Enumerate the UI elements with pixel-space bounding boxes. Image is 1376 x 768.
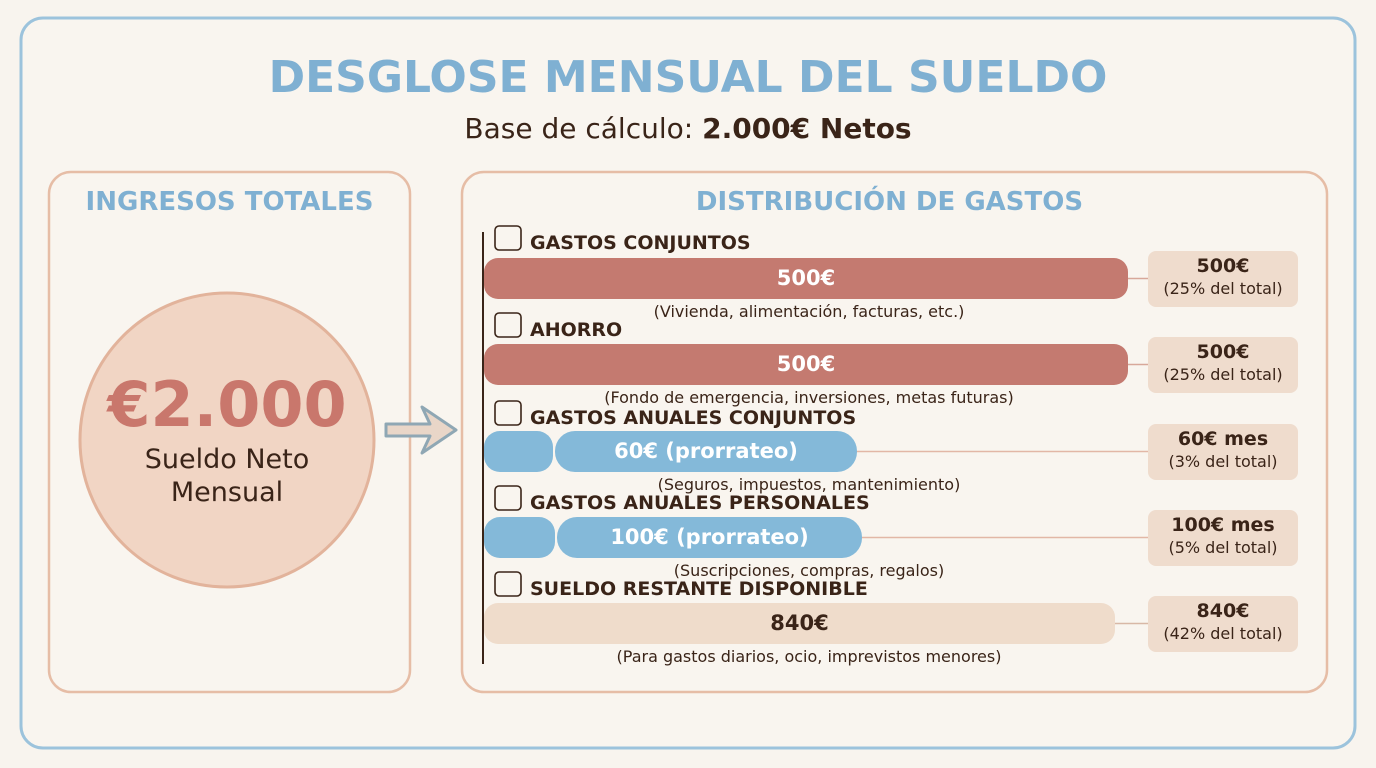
income-circle xyxy=(78,291,376,589)
value-box xyxy=(1148,424,1298,480)
item-title: GASTOS ANUALES CONJUNTOS xyxy=(530,407,857,429)
bar-label: 500€ xyxy=(776,266,836,290)
icon xyxy=(494,485,522,511)
bar xyxy=(557,517,862,558)
item-title: GASTOS ANUALES PERSONALES xyxy=(530,492,870,514)
box-share: (25% del total) xyxy=(1163,279,1283,298)
subtitle: Base de cálculo: 2.000€ Netos xyxy=(0,112,1376,145)
icon xyxy=(494,571,522,597)
bars xyxy=(484,225,1298,652)
bar xyxy=(484,258,1128,299)
item-note: (Fondo de emergencia, inversiones, metas… xyxy=(604,388,1014,407)
bar-stub xyxy=(484,431,553,472)
bar-label: 60€ (prorrateo) xyxy=(614,439,798,463)
value-box xyxy=(1148,251,1298,307)
income-label: Mensual xyxy=(170,477,284,508)
title: DESGLOSE MENSUAL DEL SUELDO xyxy=(268,52,1108,103)
item-note: (Vivienda, alimentación, facturas, etc.) xyxy=(653,302,965,321)
bar-label: 100€ (prorrateo) xyxy=(610,525,809,549)
icon xyxy=(494,400,522,426)
item-title: SUELDO RESTANTE DISPONIBLE xyxy=(530,578,868,600)
distribution-panel xyxy=(460,170,1329,694)
icon xyxy=(494,225,522,251)
bar-stub xyxy=(484,517,555,558)
value-box xyxy=(1148,596,1298,652)
box-amount: 60€ mes xyxy=(1177,428,1269,450)
income-title: INGRESOS TOTALES xyxy=(85,187,374,217)
income-label: Sueldo Neto xyxy=(144,444,310,475)
income-amount: €2.000 xyxy=(107,368,347,441)
item-note: (Para gastos diarios, ocio, imprevistos … xyxy=(616,647,1002,666)
box-amount: 500€ xyxy=(1196,255,1250,277)
bar xyxy=(484,344,1128,385)
box-share: (25% del total) xyxy=(1163,365,1283,384)
value-box xyxy=(1148,337,1298,393)
item-title: GASTOS CONJUNTOS xyxy=(530,232,751,254)
distribution-title: DISTRIBUCIÓN DE GASTOS xyxy=(695,187,1084,217)
subtitle-bold: 2.000€ Netos xyxy=(702,112,912,145)
arrow xyxy=(384,405,458,455)
subtitle-prefix: Base de cálculo: xyxy=(464,112,694,145)
value-box xyxy=(1148,510,1298,566)
box-amount: 100€ mes xyxy=(1171,514,1275,536)
box-amount: 500€ xyxy=(1196,341,1250,363)
icon xyxy=(494,312,522,338)
bar-label: 500€ xyxy=(776,352,836,376)
item-title: AHORRO xyxy=(530,319,623,341)
box-share: (42% del total) xyxy=(1163,624,1283,643)
bar xyxy=(484,603,1115,644)
item-note: (Seguros, impuestos, mantenimiento) xyxy=(657,475,961,494)
box-share: (3% del total) xyxy=(1168,452,1278,471)
item-note: (Suscripciones, compras, regalos) xyxy=(673,561,945,580)
box-share: (5% del total) xyxy=(1168,538,1278,557)
bar xyxy=(555,431,857,472)
bar-label: 840€ xyxy=(770,611,829,635)
box-amount: 840€ xyxy=(1196,600,1250,622)
